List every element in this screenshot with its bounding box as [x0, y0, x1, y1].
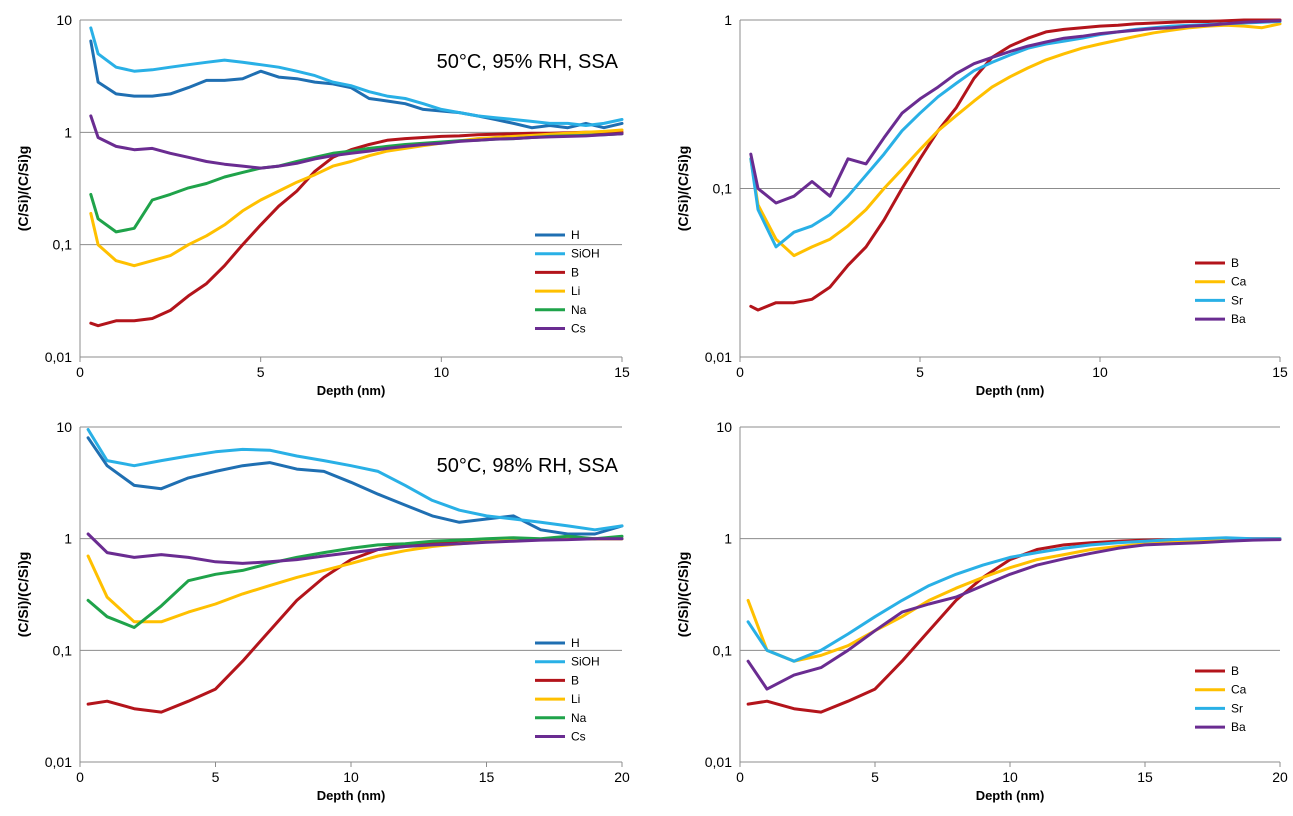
x-tick-label: 10	[1092, 364, 1108, 380]
y-tick-label: 0,01	[45, 349, 72, 365]
series-line-cs	[89, 114, 624, 170]
y-axis-label: (C/Si)/(C/Si)g	[675, 552, 691, 638]
legend: H SiOH B Li Na Cs	[535, 228, 600, 336]
y-tick-label: 1	[724, 12, 732, 28]
y-tick-label: 0,1	[53, 642, 73, 658]
x-tick-label: 5	[257, 364, 265, 380]
x-tick-label: 15	[479, 769, 495, 785]
series-line-na	[86, 534, 624, 629]
legend-label: B	[1231, 664, 1239, 678]
y-axis-label: (C/Si)/(C/Si)g	[675, 146, 691, 232]
legend-label: Ba	[1231, 720, 1246, 734]
legend-label: Cs	[571, 322, 586, 336]
legend-label: Na	[571, 303, 587, 317]
legend-label: Ba	[1231, 312, 1246, 326]
y-axis-label: (C/Si)/(C/Si)g	[15, 146, 31, 232]
y-tick-label: 10	[716, 419, 732, 435]
legend-label: H	[571, 636, 580, 650]
y-tick-label: 0,01	[45, 754, 72, 770]
x-tick-label: 10	[343, 769, 359, 785]
legend-label: B	[1231, 256, 1239, 270]
legend: B Ca Sr Ba	[1195, 664, 1247, 734]
y-axis-label: (C/Si)/(C/Si)g	[15, 552, 31, 638]
x-tick-label: 5	[212, 769, 220, 785]
x-tick-label: 20	[614, 769, 630, 785]
series-line-sioh	[86, 428, 624, 532]
y-tick-label: 10	[56, 419, 72, 435]
x-tick-label: 5	[871, 769, 879, 785]
legend-label: Sr	[1231, 701, 1243, 715]
panel-annotation: 50°C, 98% RH, SSA	[437, 455, 619, 477]
x-tick-label: 0	[76, 769, 84, 785]
series-line-h	[89, 39, 624, 130]
legend-label: B	[571, 673, 579, 687]
legend-label: Na	[571, 711, 587, 725]
series-line-b	[746, 537, 1282, 714]
x-axis-label: Depth (nm)	[317, 788, 386, 803]
x-tick-label: 15	[1272, 364, 1288, 380]
y-tick-label: 0,01	[705, 754, 732, 770]
y-tick-label: 1	[724, 531, 732, 547]
y-tick-label: 0,1	[53, 237, 73, 253]
series-line-ba	[749, 19, 1282, 205]
series-line-cs	[86, 532, 624, 565]
x-tick-label: 15	[614, 364, 630, 380]
chart-panel-4: 0,01 0,1 1 10 0 5 10 15 20 Depth (nm) (C/Si)/(C/Si…	[675, 419, 1288, 803]
x-tick-label: 10	[434, 364, 450, 380]
y-tick-label: 1	[64, 531, 72, 547]
series-line-ca	[749, 22, 1282, 258]
y-tick-label: 0,01	[705, 349, 732, 365]
series-line-ca	[746, 537, 1282, 663]
x-axis-label: Depth (nm)	[976, 383, 1045, 398]
legend-label: Sr	[1231, 293, 1243, 307]
x-tick-label: 20	[1272, 769, 1288, 785]
panel-annotation: 50°C, 95% RH, SSA	[437, 51, 619, 73]
series-line-ba	[746, 538, 1282, 691]
x-tick-label: 0	[76, 364, 84, 380]
series-line-li	[89, 128, 624, 268]
x-tick-label: 15	[1137, 769, 1153, 785]
series-line-b	[86, 537, 624, 714]
series-line-h	[86, 436, 624, 536]
legend: H SiOH B Li Na Cs	[535, 636, 600, 744]
chart-panel-1: 0,01 0,1 1 10 0 5 10 15 Depth (nm) (C/Si)/(C/Si)g…	[15, 12, 630, 398]
legend-label: Ca	[1231, 683, 1247, 697]
legend-label: SiOH	[571, 655, 600, 669]
series-line-sioh	[89, 26, 624, 127]
y-tick-label: 10	[56, 12, 72, 28]
series-line-sr	[746, 536, 1282, 663]
legend-label: H	[571, 228, 580, 242]
x-tick-label: 0	[736, 364, 744, 380]
x-tick-label: 10	[1002, 769, 1018, 785]
legend-label: Ca	[1231, 275, 1247, 289]
legend-label: Li	[571, 284, 580, 298]
y-tick-label: 0,1	[713, 181, 733, 197]
legend-label: Li	[571, 692, 580, 706]
x-axis-label: Depth (nm)	[317, 383, 386, 398]
legend-label: SiOH	[571, 247, 600, 261]
legend-label: B	[571, 265, 579, 279]
x-axis-label: Depth (nm)	[976, 788, 1045, 803]
y-tick-label: 1	[64, 124, 72, 140]
chart-panel-3: 0,01 0,1 1 10 0 5 10 15 20 Depth (nm) (C/Si)/(C/Si…	[15, 419, 630, 803]
series-line-b	[749, 18, 1282, 312]
x-tick-label: 5	[916, 364, 924, 380]
x-tick-label: 0	[736, 769, 744, 785]
y-tick-label: 0,1	[713, 642, 733, 658]
series-line-sr	[749, 20, 1282, 249]
legend: B Ca Sr Ba	[1195, 256, 1247, 326]
legend-label: Cs	[571, 730, 586, 744]
